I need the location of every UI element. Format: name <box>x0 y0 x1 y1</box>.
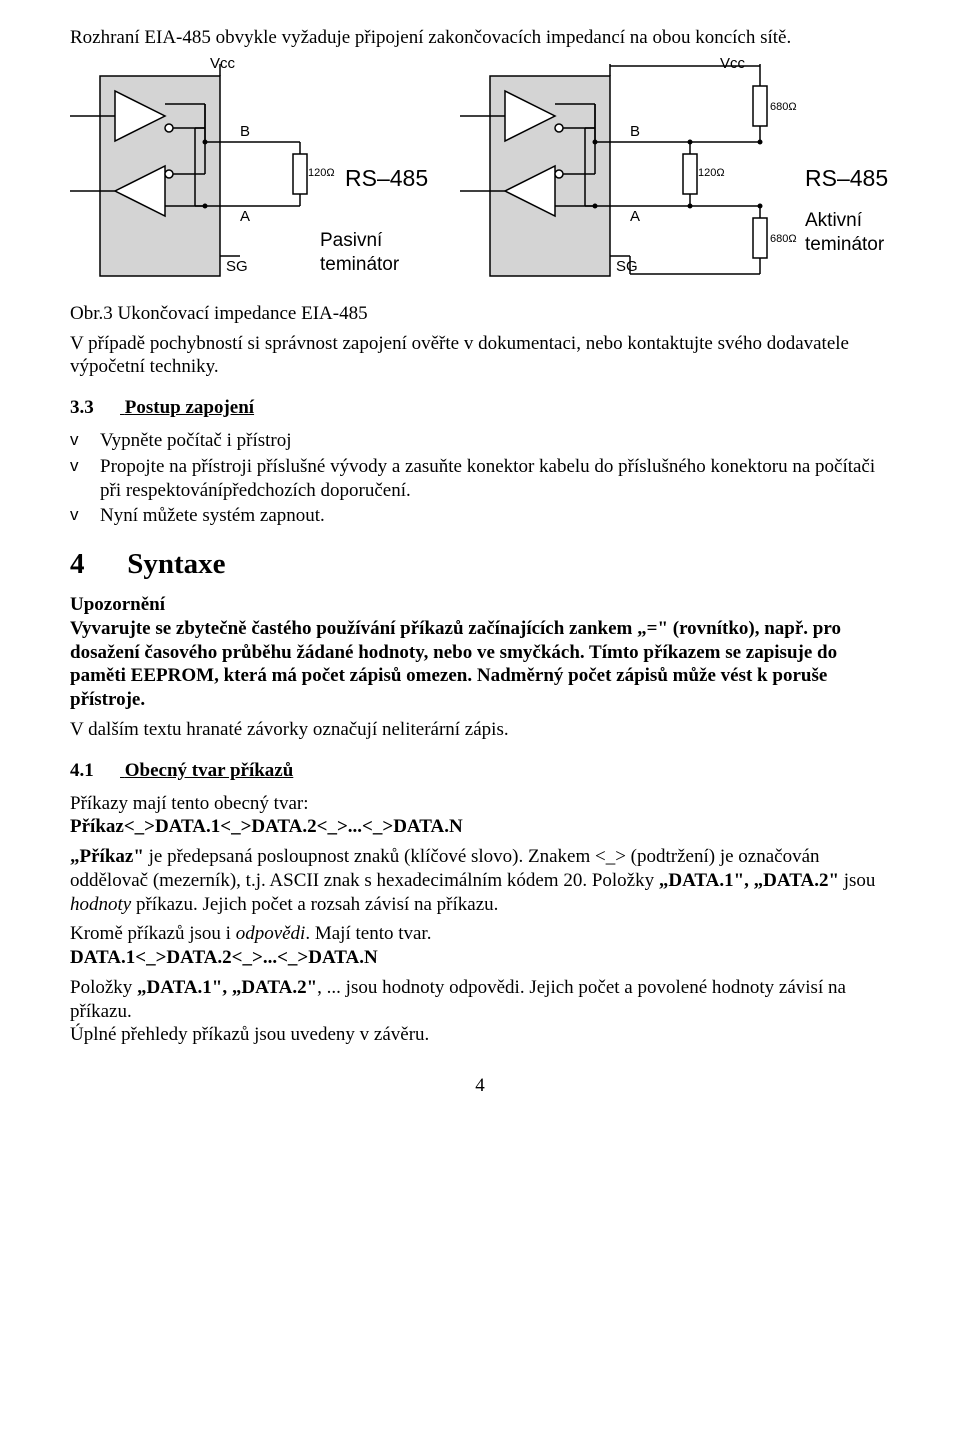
heading-3-3-title: Postup zapojení <box>125 397 254 418</box>
page-content: Rozhraní EIA-485 obvykle vyžaduje připoj… <box>0 0 960 1137</box>
b-label: B <box>630 123 640 140</box>
intro-paragraph: Rozhraní EIA-485 obvykle vyžaduje připoj… <box>70 26 890 50</box>
heading-4-1-title: Obecný tvar příkazů <box>125 760 294 781</box>
warning-heading: Upozornění <box>70 593 890 617</box>
cmd-explain-mid2: jsou <box>839 870 875 891</box>
page-number: 4 <box>70 1075 890 1097</box>
bullet-icon: v <box>70 429 88 450</box>
resp-intro: Kromě příkazů jsou i odpovědi. Mají tent… <box>70 922 890 946</box>
list-item-text: Nyní můžete systém zapnout. <box>100 504 325 528</box>
resp-syntax: DATA.1<_>DATA.2<_>...<_>DATA.N <box>70 946 890 970</box>
vcc-label: Vcc <box>210 56 236 72</box>
pasivni-label: Pasivní <box>320 230 383 251</box>
cmd-explain-data: „DATA.1", „DATA.2" <box>659 870 839 891</box>
sg-label: SG <box>226 258 248 275</box>
cmd-explain-end: příkazu. Jejich počet a rozsah závisí na… <box>131 894 498 915</box>
resp-intro-a: Kromě příkazů jsou i <box>70 923 236 944</box>
heading-4-title: Syntaxe <box>127 548 225 580</box>
diagram-passive-terminator: Vcc B A SG 120Ω RS–485 Pasivní teminátor <box>70 56 440 296</box>
teminator-label: teminátor <box>805 234 885 255</box>
heading-3-3: 3.3 Postup zapojení <box>70 397 890 419</box>
resp-footer: Položky „DATA.1", „DATA.2", ... jsou hod… <box>70 976 890 1024</box>
r120-label: 120Ω <box>698 167 725 179</box>
heading-4-1: 4.1 Obecný tvar příkazů <box>70 760 890 782</box>
vcc-label: Vcc <box>720 56 746 72</box>
cmd-explain: „Příkaz" je předepsaná posloupnost znaků… <box>70 845 890 916</box>
resp-footer-a: Položky <box>70 977 137 998</box>
cmd-explain-pre: „Příkaz" <box>70 846 144 867</box>
list-item: v Propojte na přístroji příslušné vývody… <box>70 455 890 503</box>
para-verify: V případě pochybností si správnost zapoj… <box>70 332 890 380</box>
heading-4-1-num: 4.1 <box>70 760 120 782</box>
list-item: v Nyní můžete systém zapnout. <box>70 504 890 528</box>
resp-footer2: Úplné přehledy příkazů jsou uvedeny v zá… <box>70 1023 890 1047</box>
a-label: A <box>240 208 250 225</box>
resp-footer-b: „DATA.1", „DATA.2" <box>137 977 317 998</box>
r680a-label: 680Ω <box>770 101 797 113</box>
cmd-syntax: Příkaz<_>DATA.1<_>DATA.2<_>...<_>DATA.N <box>70 815 890 839</box>
list-item-text: Propojte na přístroji příslušné vývody a… <box>100 455 890 503</box>
r120-label: 120Ω <box>308 167 335 179</box>
b-label: B <box>240 123 250 140</box>
diagram-active-terminator: Vcc B A SG 680Ω 120Ω 680Ω RS–485 Aktivní… <box>460 56 890 296</box>
heading-4-num: 4 <box>70 548 120 581</box>
sg-label: SG <box>616 258 638 275</box>
rs485-label: RS–485 <box>805 165 888 191</box>
aktivni-label: Aktivní <box>805 210 863 231</box>
list-item: v Vypněte počítač i přístroj <box>70 429 890 453</box>
cmd-explain-hodnoty: hodnoty <box>70 894 131 915</box>
resp-intro-b: odpovědi <box>236 923 306 944</box>
heading-4: 4 Syntaxe <box>70 548 890 581</box>
resp-intro-c: . Mají tento tvar. <box>305 923 431 944</box>
warning-body: Vyvarujte se zbytečně častého používání … <box>70 617 890 712</box>
bullet-icon: v <box>70 455 88 476</box>
brackets-note: V dalším textu hranaté závorky označují … <box>70 718 890 742</box>
r680b-label: 680Ω <box>770 233 797 245</box>
bullet-icon: v <box>70 504 88 525</box>
heading-3-3-num: 3.3 <box>70 397 120 419</box>
a-label: A <box>630 208 640 225</box>
rs485-label: RS–485 <box>345 165 428 191</box>
figure-row: Vcc B A SG 120Ω RS–485 Pasivní teminátor <box>70 56 890 296</box>
cmd-intro: Příkazy mají tento obecný tvar: <box>70 792 890 816</box>
teminator-label: teminátor <box>320 254 400 275</box>
list-item-text: Vypněte počítač i přístroj <box>100 429 292 453</box>
list-3-3: v Vypněte počítač i přístroj v Propojte … <box>70 429 890 528</box>
figure-caption: Obr.3 Ukončovací impedance EIA-485 <box>70 302 890 326</box>
